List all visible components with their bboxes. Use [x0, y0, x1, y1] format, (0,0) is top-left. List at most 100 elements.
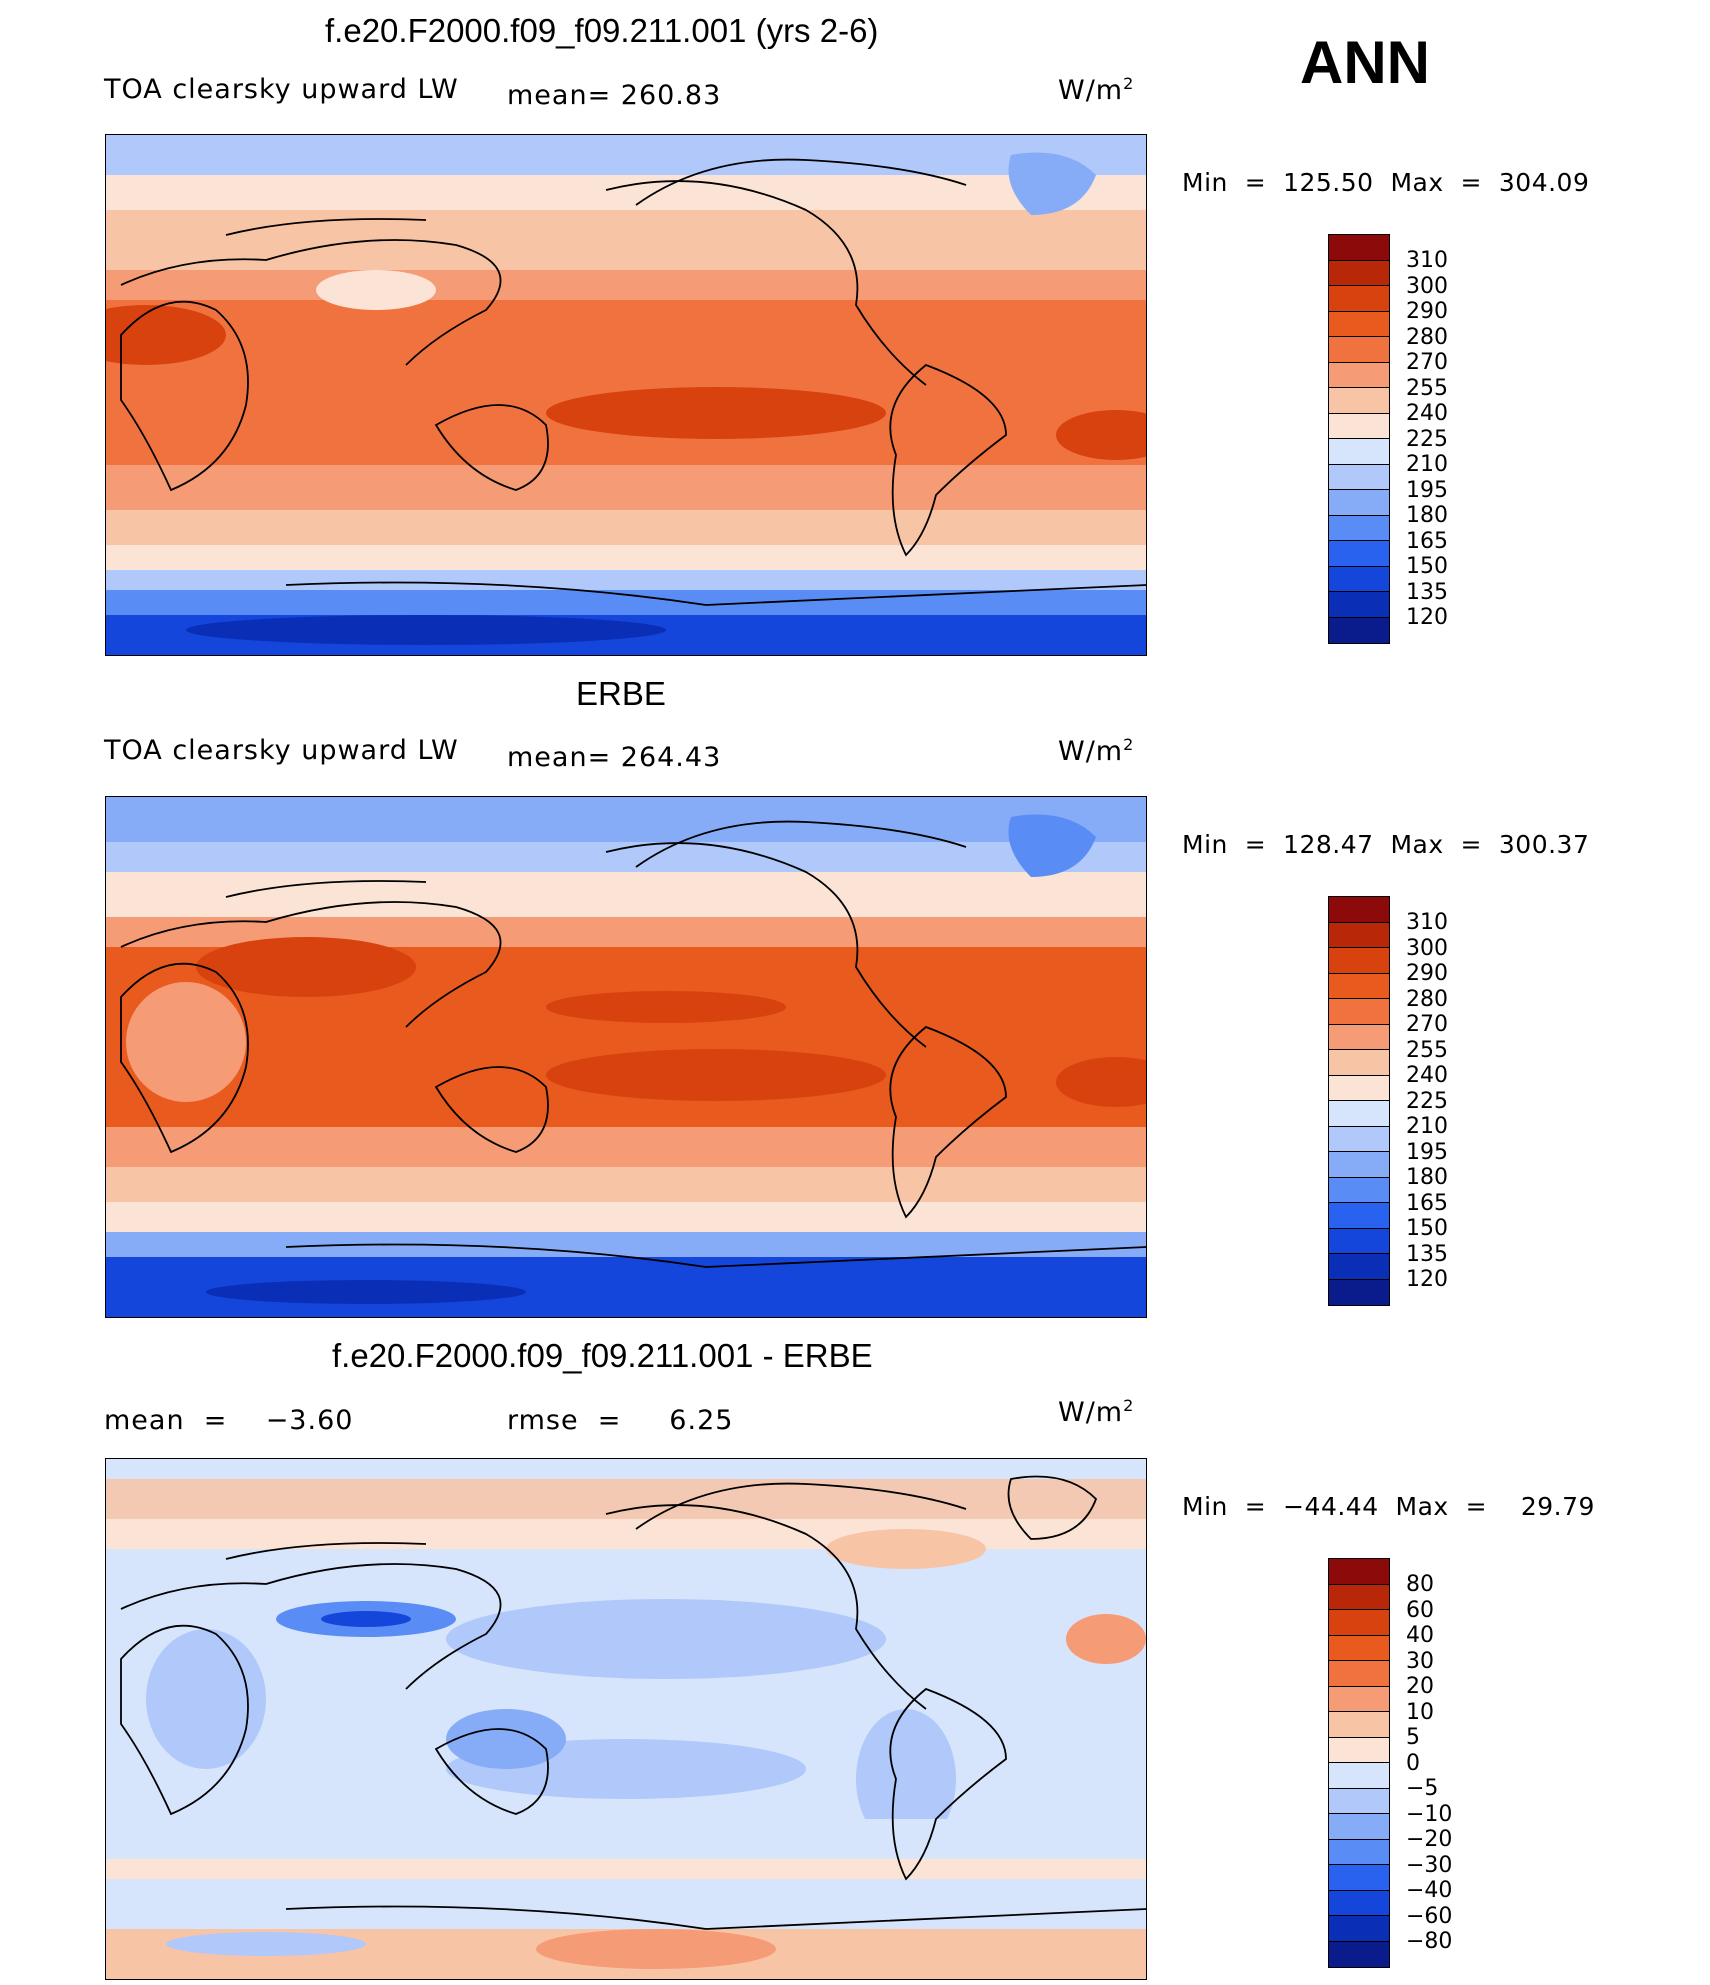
- panel-2-mean-label: mean= 264.43: [507, 742, 722, 773]
- colorbar-swatch: [1329, 1763, 1389, 1789]
- colorbar-level: 290: [1406, 299, 1448, 324]
- colorbar-swatch: [1329, 999, 1389, 1025]
- colorbar-swatch: [1329, 337, 1389, 363]
- colorbar-level: 180: [1406, 1165, 1448, 1190]
- colorbar-swatch: [1329, 1610, 1389, 1636]
- colorbar-level: 195: [1406, 1139, 1448, 1165]
- colorbar-swatch: [1329, 439, 1389, 465]
- colorbar-level: −10: [1406, 1801, 1453, 1827]
- colorbar-swatch: [1329, 1126, 1389, 1152]
- panel-2-variable-label: TOA clearsky upward LW: [104, 735, 459, 766]
- colorbar-level: 150: [1406, 1216, 1448, 1241]
- colorbar-level: 30: [1406, 1648, 1434, 1674]
- colorbar-swatch: [1329, 1661, 1389, 1687]
- panel-1-map: [105, 134, 1147, 656]
- colorbar-level: 20: [1406, 1674, 1434, 1699]
- colorbar-level: 225: [1406, 426, 1448, 452]
- colorbar-swatch: [1329, 515, 1389, 541]
- colorbar-swatch: [1329, 260, 1389, 286]
- panel-3-mean-label: mean = −3.60: [104, 1405, 354, 1436]
- colorbar-swatch: [1329, 1890, 1389, 1916]
- colorbar-swatch: [1329, 362, 1389, 388]
- panel-3-title: f.e20.F2000.f09_f09.211.001 - ERBE: [332, 1337, 873, 1374]
- colorbar-level: 270: [1406, 1012, 1448, 1037]
- panel-1-units: W/m2: [1058, 74, 1135, 106]
- colorbar-level: −60: [1406, 1903, 1453, 1929]
- colorbar-level: 0: [1406, 1750, 1420, 1776]
- panel-2-minmax: Min = 128.47 Max = 300.37: [1182, 830, 1590, 859]
- panel-3-colorbar: [1328, 1558, 1390, 1968]
- colorbar-swatch: [1329, 1024, 1389, 1050]
- colorbar-swatch: [1329, 490, 1389, 516]
- panel-2-map: [105, 796, 1147, 1318]
- colorbar-swatch: [1329, 1584, 1389, 1610]
- colorbar-swatch: [1329, 286, 1389, 312]
- colorbar-swatch: [1329, 1279, 1389, 1305]
- panel-1-minmax: Min = 125.50 Max = 304.09: [1182, 168, 1590, 197]
- colorbar-swatch: [1329, 1101, 1389, 1127]
- colorbar-swatch: [1329, 541, 1389, 567]
- colorbar-swatch: [1329, 464, 1389, 490]
- colorbar-level: −5: [1406, 1776, 1439, 1801]
- colorbar-swatch: [1329, 1075, 1389, 1101]
- colorbar-level: −20: [1406, 1827, 1453, 1852]
- colorbar-swatch: [1329, 1635, 1389, 1661]
- colorbar-swatch: [1329, 1712, 1389, 1738]
- colorbar-swatch: [1329, 1152, 1389, 1178]
- colorbar-swatch: [1329, 617, 1389, 643]
- colorbar-level: 180: [1406, 503, 1448, 528]
- colorbar-swatch: [1329, 413, 1389, 439]
- colorbar-swatch: [1329, 1559, 1389, 1585]
- colorbar-swatch: [1329, 973, 1389, 999]
- colorbar-swatch: [1329, 1228, 1389, 1254]
- panel-2-units: W/m2: [1058, 735, 1135, 767]
- colorbar-level: 240: [1406, 401, 1448, 426]
- colorbar-level: 135: [1406, 1241, 1448, 1267]
- colorbar-swatch: [1329, 897, 1389, 923]
- colorbar-swatch: [1329, 1865, 1389, 1891]
- colorbar-level: 150: [1406, 554, 1448, 579]
- colorbar-level: 210: [1406, 1114, 1448, 1139]
- panel-2-title: ERBE: [576, 675, 666, 712]
- panel-1-colorbar-labels: 310 300 290 280 270 255 240 225 210 195 …: [1406, 248, 1448, 631]
- colorbar-level: 270: [1406, 350, 1448, 375]
- panel-1-colorbar: [1328, 234, 1390, 644]
- colorbar-level: 10: [1406, 1699, 1434, 1725]
- colorbar-swatch: [1329, 948, 1389, 974]
- panel-1-mean-label: mean= 260.83: [507, 80, 722, 111]
- colorbar-level: 310: [1406, 910, 1448, 935]
- colorbar-level: 120: [1406, 605, 1448, 630]
- colorbar-level: 120: [1406, 1267, 1448, 1292]
- panel-3-rmse-label: rmse = 6.25: [507, 1405, 734, 1436]
- colorbar-level: 135: [1406, 579, 1448, 605]
- panel-3-units: W/m2: [1058, 1396, 1135, 1428]
- colorbar-level: 80: [1406, 1572, 1434, 1597]
- colorbar-level: 255: [1406, 375, 1448, 401]
- colorbar-level: 280: [1406, 324, 1448, 350]
- colorbar-swatch: [1329, 1177, 1389, 1203]
- colorbar-swatch: [1329, 1941, 1389, 1967]
- colorbar-level: 40: [1406, 1623, 1434, 1648]
- colorbar-level: 255: [1406, 1037, 1448, 1063]
- panel-2-colorbar: [1328, 896, 1390, 1306]
- colorbar-level: 300: [1406, 273, 1448, 299]
- colorbar-swatch: [1329, 922, 1389, 948]
- panel-3-minmax: Min = −44.44 Max = 29.79: [1182, 1492, 1595, 1521]
- panel-1-title: f.e20.F2000.f09_f09.211.001 (yrs 2-6): [325, 12, 879, 49]
- colorbar-level: 210: [1406, 452, 1448, 477]
- colorbar-level: −80: [1406, 1929, 1453, 1954]
- panel-3-colorbar-labels: 80 60 40 30 20 10 5 0 −5 −10 −20 −30 −40…: [1406, 1572, 1452, 1955]
- colorbar-swatch: [1329, 1737, 1389, 1763]
- colorbar-swatch: [1329, 311, 1389, 337]
- colorbar-level: 240: [1406, 1063, 1448, 1088]
- colorbar-level: 165: [1406, 1190, 1448, 1216]
- colorbar-level: −30: [1406, 1852, 1453, 1878]
- colorbar-level: 165: [1406, 528, 1448, 554]
- colorbar-swatch: [1329, 566, 1389, 592]
- colorbar-level: 195: [1406, 477, 1448, 503]
- colorbar-level: 310: [1406, 248, 1448, 273]
- panel-1-variable-label: TOA clearsky upward LW: [104, 74, 459, 105]
- colorbar-swatch: [1329, 1203, 1389, 1229]
- colorbar-level: −40: [1406, 1878, 1453, 1903]
- colorbar-level: 225: [1406, 1088, 1448, 1114]
